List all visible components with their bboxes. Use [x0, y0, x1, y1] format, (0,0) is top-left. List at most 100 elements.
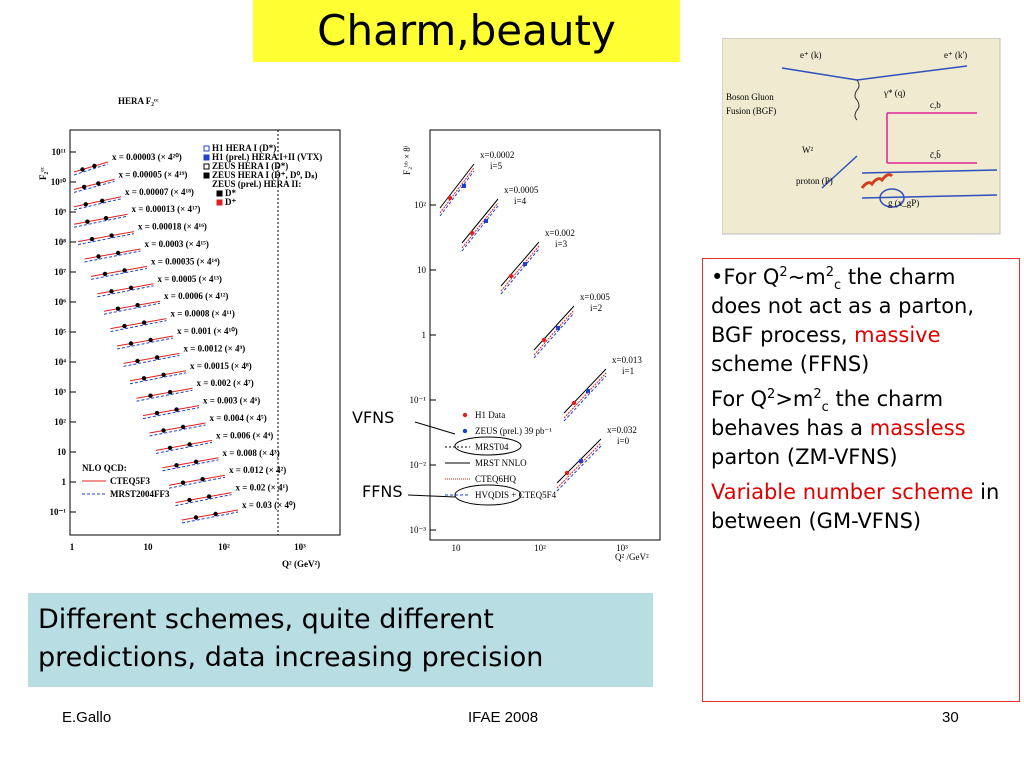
curve — [90, 265, 148, 277]
gluon — [860, 173, 894, 189]
note: For Q2>m2c the charm behaves has a massl… — [711, 385, 1011, 472]
y-label: F₂ᶜᶜ — [38, 166, 48, 180]
diagram-label: g (x_gP) — [888, 198, 919, 208]
text: 2 — [779, 265, 788, 280]
y-tick-label: 10⁻² — [410, 460, 427, 470]
legend-label: MRST NNLO — [475, 458, 527, 468]
curve — [110, 318, 167, 330]
point — [167, 445, 173, 451]
point — [193, 515, 199, 520]
curve — [136, 387, 193, 399]
curve — [155, 439, 213, 451]
point — [187, 497, 192, 503]
point — [148, 393, 153, 398]
legend-label: CTEQ6HQ — [475, 474, 516, 484]
curve — [149, 422, 206, 434]
footer-author: E.Gallo — [62, 709, 112, 726]
frame — [429, 129, 661, 541]
point — [141, 320, 147, 325]
curve — [73, 196, 122, 208]
y-tick-label: 10⁷ — [54, 267, 66, 277]
text: Variable number scheme — [711, 480, 974, 504]
x-tick-label: 10³ — [294, 542, 306, 552]
curve — [73, 178, 115, 190]
legend-label: H1 Data — [475, 410, 505, 420]
point — [174, 463, 179, 468]
point — [571, 400, 577, 406]
x-tick-label: 10³ — [616, 543, 628, 553]
quark-lines — [886, 112, 977, 164]
bin-label: x = 0.002 (× 4⁷) — [197, 378, 254, 388]
bin-label: i=1 — [622, 366, 634, 376]
bin-label: x = 0.003 (× 4⁶) — [203, 396, 260, 406]
curve — [142, 407, 200, 420]
bin-label: x = 0.00005 (× 4¹⁹) — [119, 169, 188, 179]
legend-label: MRST04 — [475, 442, 509, 452]
legend-label: ZEUS HERA I (D⁺, D⁰, Dₛ) — [212, 170, 317, 180]
y-tick-label: 10⁹ — [54, 207, 66, 217]
text: c — [821, 400, 829, 416]
bin-label: x = 0.02 (× 4¹) — [236, 483, 289, 493]
plots: HERA F₂ᶜᶜ F₂ᶜᶜ Q² (GeV²) 10¹¹ 10¹⁰ 10⁹ 10⁸ 10⁷ 1… — [38, 96, 661, 569]
curve — [116, 337, 174, 350]
point — [586, 389, 590, 393]
y-tick-label: 10³ — [54, 387, 66, 397]
point — [564, 470, 570, 476]
curve — [533, 305, 575, 351]
text: in between (GM-VFNS) — [711, 480, 1000, 533]
curve — [142, 405, 200, 417]
point — [109, 233, 114, 238]
bin-label: x = 0.00013 (× 4¹⁷) — [132, 204, 201, 214]
text: ~m — [787, 265, 826, 289]
point — [115, 306, 121, 311]
legend-label: ZEUS HERA I (D*) — [212, 161, 288, 171]
point — [447, 195, 453, 201]
curve — [97, 285, 154, 298]
diagram-label: γ* (q) — [883, 88, 905, 98]
legend-label: H1 (prel.) HERA I+II (VTX) — [212, 152, 322, 162]
y-tick-label: 10⁻¹ — [50, 507, 67, 517]
text: parton (ZM-VFNS) — [711, 445, 898, 469]
curve — [533, 312, 575, 359]
point — [556, 326, 560, 330]
bin-label: x = 0.001 (× 4¹⁰) — [177, 326, 238, 336]
curve — [73, 161, 109, 173]
y-tick-label: 10⁴ — [54, 357, 66, 367]
curve — [500, 245, 540, 292]
bin-label: x=0.032 — [607, 425, 637, 435]
point — [128, 285, 134, 290]
bin-label: x = 0.008 (× 4³) — [223, 448, 280, 458]
point — [141, 376, 147, 381]
point — [109, 289, 114, 294]
legend-marker — [203, 163, 210, 170]
legend-marker — [462, 428, 468, 434]
photon — [854, 79, 860, 121]
point — [180, 424, 186, 430]
bin-label: x = 0.03 (× 4⁰) — [242, 500, 296, 510]
bin-label: x = 0.0005 (× 4¹³) — [158, 274, 222, 284]
highlight — [454, 484, 522, 506]
bin-label: x=0.005 — [580, 292, 610, 302]
curve — [500, 248, 540, 295]
point — [148, 337, 153, 343]
point — [115, 250, 121, 256]
curve — [181, 509, 239, 521]
feynman-diagram: e⁺ (k) e⁺ (k') γ* (q) c,b c̄,b̄ W² g (x_gP) pro… — [722, 38, 1001, 235]
point — [180, 480, 186, 485]
y-tick-label: 10¹⁰ — [51, 177, 67, 187]
legend-label: HVQDIS + CTEQ5F4 — [475, 490, 557, 500]
point — [161, 428, 166, 433]
diagram-label: W² — [802, 145, 813, 155]
curve — [103, 300, 161, 312]
curve — [73, 215, 128, 228]
text: 2 — [813, 387, 822, 402]
bin-label: i=5 — [490, 161, 503, 171]
y-tick-label: 10² — [54, 417, 66, 427]
point — [135, 358, 140, 364]
y-tick-label: 10¹¹ — [52, 147, 67, 157]
curve — [123, 354, 180, 367]
text: the charm behaves has a — [711, 387, 944, 440]
legend-label: MRST2004FF3 — [110, 489, 170, 499]
point — [174, 407, 179, 412]
